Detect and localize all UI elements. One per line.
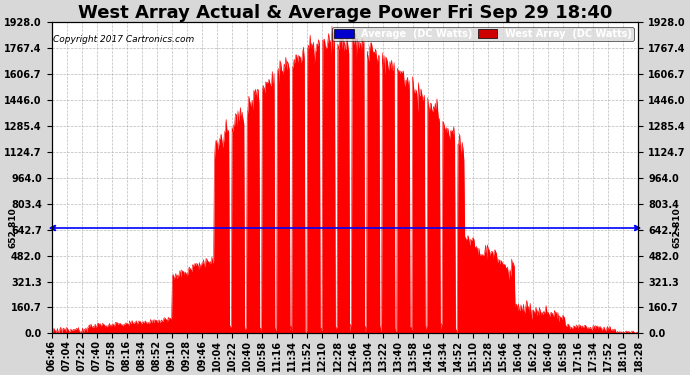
Text: 652.810: 652.810 [672,208,681,248]
Title: West Array Actual & Average Power Fri Sep 29 18:40: West Array Actual & Average Power Fri Se… [78,4,612,22]
Text: 652.810: 652.810 [9,208,18,248]
Text: Copyright 2017 Cartronics.com: Copyright 2017 Cartronics.com [52,35,194,44]
Legend: Average  (DC Watts), West Array  (DC Watts): Average (DC Watts), West Array (DC Watts… [332,27,633,41]
